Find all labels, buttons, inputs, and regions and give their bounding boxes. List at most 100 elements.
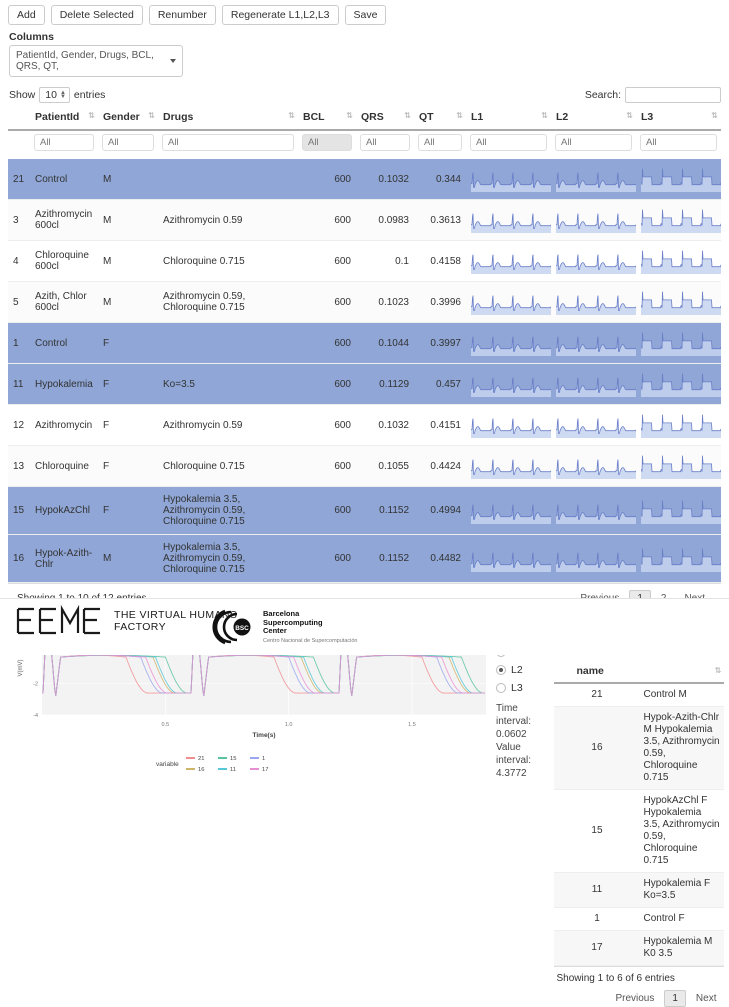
table-row[interactable]: 4 Chloroquine 600cl M Chloroquine 0.715 600 0… [8, 240, 721, 282]
cell-drugs: Chloroquine 0.715 [158, 240, 298, 282]
filter-qt[interactable] [418, 134, 462, 151]
cell-qrs: 0.1032 [356, 159, 414, 200]
cell-l2-waveform [551, 363, 636, 405]
cell-patientid: Hypok-Azith-Chlr [30, 534, 98, 583]
rp-next-page-button[interactable]: Next [695, 993, 717, 1004]
add-button[interactable]: Add [8, 5, 45, 25]
col-qrs[interactable]: QRS ⇅ [356, 107, 414, 131]
cell-rownum: 3 [8, 199, 30, 241]
cell-qrs: 0.1129 [356, 363, 414, 405]
filter-cell-rownum [8, 130, 30, 159]
col-l2[interactable]: L2 ⇅ [551, 107, 636, 131]
col-drugs[interactable]: Drugs ⇅ [158, 107, 298, 131]
list-item[interactable]: 21 Control M [554, 683, 725, 707]
cell-l3-waveform [636, 363, 721, 405]
cell-l1-waveform [466, 404, 551, 446]
search-input[interactable] [625, 87, 721, 103]
plot-controls: Redraw L1 L2 L3 Time interval: 0.0602 Va… [492, 615, 553, 1007]
cell-bcl: 600 [298, 363, 356, 405]
cell-bcl: 600 [298, 534, 356, 583]
list-item[interactable]: 15 HypokAzChl F Hypokalemia 3.5, Azithrom… [554, 789, 725, 873]
cell-qt: 0.3613 [414, 199, 466, 241]
filter-drugs[interactable] [162, 134, 294, 151]
cell-patientid: Control [30, 159, 98, 200]
cell-gender: M [98, 159, 158, 200]
cell-gender: M [98, 534, 158, 583]
table-row[interactable]: 11 Hypokalemia F Ko=3.5 600 0.1129 0.457 [8, 363, 721, 405]
table-row[interactable]: 1 Control F 600 0.1044 0.3997 [8, 322, 721, 364]
rp-cell-id: 21 [554, 683, 640, 707]
filter-cell-qt [414, 130, 466, 159]
cell-l2-waveform [551, 486, 636, 535]
rp-cell-name: Hypok-Azith-Chlr M Hypokalemia 3.5, Azit… [639, 706, 725, 790]
col-l1[interactable]: L1 ⇅ [466, 107, 551, 131]
svg-text:V(mV): V(mV) [18, 660, 24, 677]
filter-l1[interactable] [470, 134, 547, 151]
col-l3-label: L3 [641, 111, 654, 123]
cell-qrs: 0.1152 [356, 486, 414, 535]
filter-l3[interactable] [640, 134, 717, 151]
filter-bcl[interactable] [302, 134, 352, 151]
filter-cell-l3 [636, 130, 721, 159]
radio-icon [496, 683, 506, 693]
regenerate-leads-button[interactable]: Regenerate L1,L2,L3 [221, 5, 339, 25]
rp-cell-name: Control F [639, 907, 725, 931]
col-patientid[interactable]: PatientId ⇅ [30, 107, 98, 131]
rp-cell-id: 16 [554, 706, 640, 790]
table-row[interactable]: 15 HypokAzChl F Hypokalemia 3.5, Azithromyc… [8, 486, 721, 535]
table-row[interactable]: 13 Chloroquine F Chloroquine 0.715 600 0.1055… [8, 445, 721, 487]
lead-radio-l3[interactable]: L3 [496, 682, 552, 694]
cell-gender: F [98, 404, 158, 446]
cell-l3-waveform [636, 159, 721, 200]
cell-drugs [158, 322, 298, 364]
svg-text:17: 17 [262, 767, 268, 773]
table-row[interactable]: 12 Azithromycin F Azithromycin 0.59 600 0.103… [8, 404, 721, 446]
elem-logo: THE VIRTUAL HUMANS FACTORY [14, 605, 237, 637]
table-row[interactable]: 16 Hypok-Azith-Chlr M Hypokalemia 3.5, Azit… [8, 534, 721, 583]
columns-multiselect[interactable]: PatientId, Gender, Drugs, BCL, QRS, QT, [9, 45, 183, 77]
col-gender[interactable]: Gender ⇅ [98, 107, 158, 131]
entries-suffix: entries [73, 89, 106, 101]
cell-l2-waveform [551, 199, 636, 241]
filter-gender[interactable] [102, 134, 154, 151]
list-item[interactable]: 16 Hypok-Azith-Chlr M Hypokalemia 3.5, Az… [554, 706, 725, 790]
bsc-wordmark: Barcelona Supercomputing Center Centro N… [263, 609, 357, 643]
rp-col-name[interactable]: name ⇅ [554, 662, 725, 684]
table-row[interactable]: 3 Azithromycin 600cl M Azithromycin 0.59 600… [8, 199, 721, 241]
filter-qrs[interactable] [360, 134, 410, 151]
col-l3[interactable]: L3 ⇅ [636, 107, 721, 131]
filter-l2[interactable] [555, 134, 632, 151]
col-qt[interactable]: QT ⇅ [414, 107, 466, 131]
table-row[interactable]: 5 Azith, Chlor 600cl M Azithromycin 0.59, C… [8, 281, 721, 323]
cell-patientid: Chloroquine [30, 445, 98, 487]
lead-radio-l2[interactable]: L2 [496, 664, 552, 676]
list-item[interactable]: 17 Hypokalemia M K0 3.5 [554, 930, 725, 966]
cell-rownum: 16 [8, 534, 30, 583]
cell-bcl: 600 [298, 199, 356, 241]
entries-stepper[interactable]: 10 ▲ ▼ [39, 87, 70, 103]
time-interval-value: 0.0602 [496, 729, 527, 740]
cell-gender: F [98, 445, 158, 487]
cell-drugs: Azithromycin 0.59 [158, 199, 298, 241]
cell-bcl: 600 [298, 159, 356, 200]
filter-cell-patientid [30, 130, 98, 159]
list-item[interactable]: 11 Hypokalemia F Ko=3.5 [554, 872, 725, 908]
rp-pagination: Previous 1 Next [554, 990, 724, 1007]
col-bcl[interactable]: BCL ⇅ [298, 107, 356, 131]
rp-page-button-1[interactable]: 1 [664, 990, 686, 1007]
cell-l2-waveform [551, 404, 636, 446]
rp-previous-page-button[interactable]: Previous [615, 993, 655, 1004]
list-item[interactable]: 1 Control F [554, 907, 725, 931]
rp-info: Showing 1 to 6 of 6 entries [554, 966, 725, 984]
filter-patientid[interactable] [34, 134, 94, 151]
table-header-row: PatientId ⇅ Gender ⇅ Drugs ⇅ BCL ⇅ QRS ⇅ QT ⇅ … [8, 107, 721, 131]
bsc-mark-text: BSC [235, 625, 249, 632]
delete-selected-button[interactable]: Delete Selected [50, 5, 143, 25]
svg-text:-2: -2 [33, 682, 38, 688]
cell-drugs: Azithromycin 0.59, Chloroquine 0.715 [158, 281, 298, 323]
cell-qt: 0.3996 [414, 281, 466, 323]
ecg-chart: 0.51.01.50-2-4V(mV)Time(s) variable 2115… [8, 615, 492, 1007]
table-row[interactable]: 21 Control M 600 0.1032 0.344 [8, 159, 721, 200]
renumber-button[interactable]: Renumber [148, 5, 216, 25]
save-button[interactable]: Save [344, 5, 387, 25]
